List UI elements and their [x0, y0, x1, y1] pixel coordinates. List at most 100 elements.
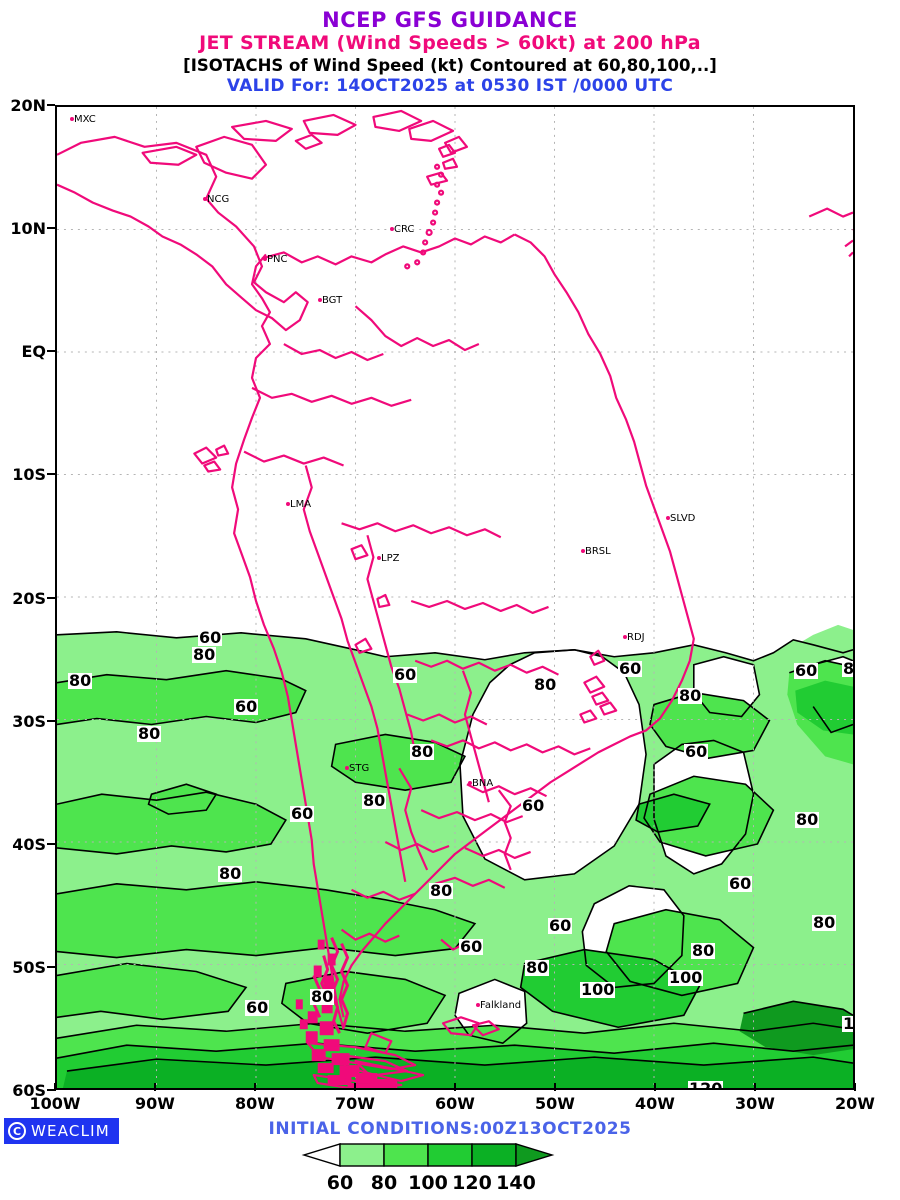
- city-marker-dot: [581, 549, 585, 553]
- x-axis-tick-label: 90W: [135, 1094, 175, 1113]
- contour-value-label: 100: [580, 980, 616, 999]
- colorbar-over-arrow: [515, 1143, 555, 1167]
- x-axis-tick-label: 80W: [235, 1094, 275, 1113]
- city-label: MXC: [74, 114, 96, 125]
- contour-value-label: 60: [521, 796, 546, 815]
- contour-value-label: 80: [842, 661, 853, 677]
- y-axis-tick-label: 40S: [12, 834, 46, 854]
- contour-value-label: 60: [548, 916, 573, 935]
- city-marker-dot: [286, 502, 290, 506]
- city-marker-dot: [70, 117, 74, 121]
- contour-value-label: 60: [684, 742, 709, 761]
- isotach-contour-lines: [57, 631, 853, 1072]
- contour-value-label: 100: [668, 968, 704, 987]
- contour-value-label: 120: [688, 1081, 724, 1088]
- x-axis-tick-label: 50W: [535, 1094, 575, 1113]
- chart-title-block: NCEP GFS GUIDANCE JET STREAM (Wind Speed…: [0, 0, 900, 97]
- contour-value-label: 80: [137, 724, 162, 743]
- colorbar-tick-label: 60: [326, 1172, 354, 1194]
- city-label: NCG: [207, 194, 230, 205]
- city-marker-dot: [476, 1003, 480, 1007]
- contour-value-label: 60: [198, 628, 223, 647]
- x-axis-tick: [554, 1083, 556, 1091]
- colorbar-tick-label: 120: [452, 1172, 492, 1194]
- city-marker-dot: [318, 298, 322, 302]
- map-plot-area: MXC NCG CRC PNC BGT LMA SLVD BRSL LPZ RDJ STG BNA Fa…: [55, 105, 855, 1090]
- city-label: Falkland: [480, 1000, 522, 1011]
- city-label: SLVD: [670, 513, 696, 524]
- city-marker-dot: [203, 197, 207, 201]
- city-label: STG: [349, 763, 370, 774]
- y-axis-tick: [47, 596, 55, 599]
- city-label: PNC: [267, 254, 288, 265]
- contour-value-label: 80: [795, 810, 820, 829]
- contour-value-label: 60: [234, 697, 259, 716]
- colorbar-tick-label: 100: [408, 1172, 448, 1194]
- y-axis-tick-label: 50S: [12, 957, 46, 977]
- contour-value-label: 60: [728, 874, 753, 893]
- contour-value-label: 60: [794, 661, 819, 680]
- y-axis-tick: [47, 104, 55, 106]
- weaclim-logo-badge: C WEACLIM: [4, 1118, 119, 1144]
- contour-value-label: 80: [533, 675, 558, 694]
- city-label: LPZ: [381, 553, 400, 564]
- city-label: BGT: [322, 295, 343, 306]
- coastline-borders: [57, 109, 853, 1088]
- x-axis-tick-label: 60W: [435, 1094, 475, 1113]
- city-label: LMA: [290, 499, 312, 510]
- contour-value-label: 80: [812, 913, 837, 932]
- x-axis-tick: [54, 1083, 56, 1091]
- colorbar: 60 80 100 120 140: [0, 1140, 900, 1196]
- colorbar-under-arrow: [301, 1143, 341, 1167]
- y-axis-tick-label: EQ: [21, 342, 46, 362]
- y-axis-tick-label: 30S: [12, 711, 46, 731]
- contour-value-label: 80: [691, 941, 716, 960]
- contour-value-label: 80: [310, 987, 335, 1006]
- contour-value-label: 80: [218, 864, 243, 883]
- contour-value-label: 60: [618, 659, 643, 678]
- contour-value-label: 80: [678, 686, 703, 705]
- contour-value-label: 80: [525, 958, 550, 977]
- y-axis-tick: [47, 227, 55, 230]
- colorbar-swatches: [301, 1143, 555, 1167]
- city-marker-dot: [623, 635, 627, 639]
- x-axis-tick: [754, 1083, 756, 1091]
- x-axis-tick-label: 20W: [835, 1094, 875, 1113]
- model-title: NCEP GFS GUIDANCE: [322, 8, 578, 32]
- colorbar-segment: [383, 1143, 429, 1167]
- contour-value-label: 80: [68, 671, 93, 690]
- city-label: BRSL: [585, 546, 611, 557]
- colorbar-segment: [339, 1143, 385, 1167]
- y-axis-tick-label: 20S: [12, 588, 46, 608]
- x-axis-tick: [154, 1083, 156, 1091]
- contour-value-label: 80: [192, 645, 217, 664]
- copyright-icon: C: [8, 1122, 26, 1140]
- city-marker-dot: [263, 257, 267, 261]
- y-axis-tick: [47, 719, 55, 722]
- x-axis-tick: [454, 1083, 456, 1091]
- chart-subtitle: [ISOTACHS of Wind Speed (kt) Contoured a…: [183, 56, 717, 75]
- isotach-map: [57, 107, 853, 1088]
- contour-value-label: 80: [410, 742, 435, 761]
- city-marker-dot: [390, 227, 394, 231]
- isotach-fill-140: [739, 1001, 853, 1056]
- y-axis-tick: [47, 842, 55, 845]
- y-axis-tick: [47, 1089, 55, 1091]
- y-axis-tick-label: 60S: [12, 1081, 46, 1100]
- contour-value-label: 80: [429, 881, 454, 900]
- contour-value-label: 60: [245, 998, 270, 1017]
- colorbar-segment: [427, 1143, 473, 1167]
- x-axis-tick-label: 40W: [635, 1094, 675, 1113]
- colorbar-tick-label: 80: [370, 1172, 398, 1194]
- colorbar-tick-labels: 60 80 100 120 140: [300, 1172, 600, 1196]
- colorbar-segment: [471, 1143, 517, 1167]
- x-axis-tick: [354, 1083, 356, 1091]
- y-axis-tick-label: 10S: [12, 465, 46, 485]
- city-marker-dot: [666, 516, 670, 520]
- colorbar-tick-label: 140: [496, 1172, 536, 1194]
- y-axis-tick: [47, 965, 55, 968]
- y-axis-tick-label: 20N: [10, 96, 46, 115]
- chart-title: JET STREAM (Wind Speeds > 60kt) at 200 h…: [199, 32, 701, 54]
- contour-value-label: 60: [393, 665, 418, 684]
- valid-time-label: VALID For: 14OCT2025 at 0530 IST /0000 U…: [226, 76, 674, 96]
